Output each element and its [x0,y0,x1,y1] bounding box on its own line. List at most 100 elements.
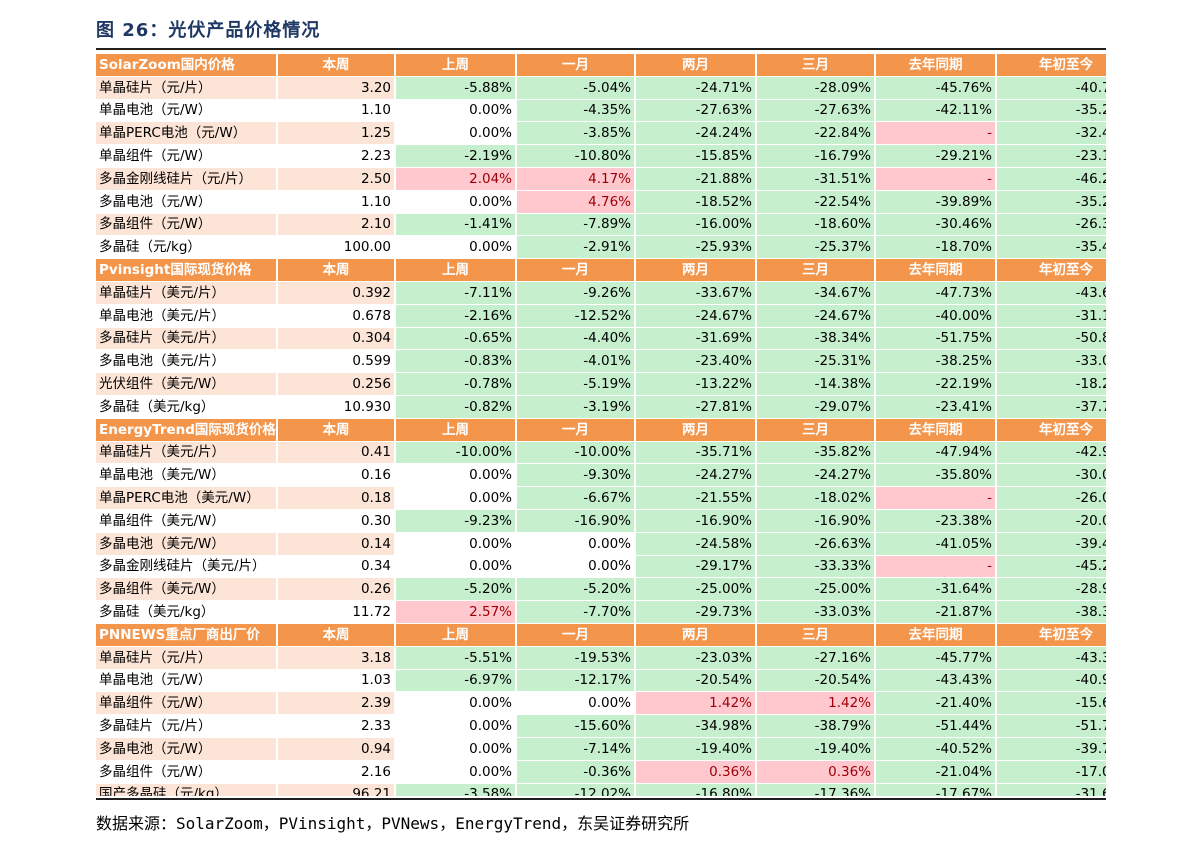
current-price-cell: 0.30 [277,509,396,533]
change-cell: -31.69% [996,783,1106,796]
change-cell: -19.40% [635,737,757,761]
change-cell: -13.22% [635,372,757,396]
change-cell: -12.52% [516,304,636,328]
change-cell: -21.40% [875,691,997,716]
change-cell: -26.32% [996,213,1106,237]
column-header: 本周 [277,54,396,77]
current-price-cell: 2.33 [277,714,396,738]
column-header: 上周 [395,623,517,647]
product-label: 多晶组件（元/W） [96,213,278,237]
change-cell: - [875,121,997,146]
change-cell: -20.54% [635,669,757,693]
column-header: 两月 [635,54,757,77]
change-cell: 0.00% [395,714,517,738]
table-row: 多晶硅（美元/kg） 11.72 2.57% -7.70% -29.73% -33.03%… [96,600,1106,624]
change-cell: -16.90% [635,509,757,533]
figure-title: 图 26：光伏产品价格情况 [96,20,321,41]
change-cell: -7.89% [516,213,636,237]
change-cell: 0.00% [395,555,517,579]
current-price-cell: 2.50 [277,167,396,191]
current-price-cell: 0.392 [277,281,396,305]
change-cell: -27.81% [635,395,757,419]
top-rule [96,48,1106,50]
table-row: 多晶电池（美元/W） 0.14 0.00% 0.00% -24.58% -26.63% -4… [96,532,1106,556]
product-label: 单晶PERC电池（元/W） [96,121,278,146]
change-cell: -29.07% [756,395,876,419]
change-cell: -35.71% [635,441,757,465]
change-cell: 0.00% [395,691,517,716]
table-row: 多晶组件（元/W） 2.16 0.00% -0.36% 0.36% 0.36% -21.04… [96,760,1106,784]
change-cell: -1.41% [395,213,517,237]
table-row: 单晶硅片（美元/片） 0.392 -7.11% -9.26% -33.67% -34.67… [96,281,1106,305]
change-cell: -31.69% [635,327,757,351]
product-label: 单晶电池（美元/片） [96,304,278,328]
column-header: 两月 [635,418,757,442]
section-header-row: EnergyTrend国际现货价格 本周 上周 一月 两月 三月 去年同期 年初至今 [96,418,1106,442]
change-cell: -35.48% [996,235,1106,260]
product-label: 多晶组件（美元/W） [96,577,278,602]
change-cell: -45.77% [875,646,997,670]
change-cell: -25.31% [756,349,876,374]
product-label: 多晶硅（元/kg） [96,235,278,260]
column-header: 上周 [395,54,517,77]
change-cell: -29.21% [875,144,997,168]
change-cell: -18.21% [996,372,1106,396]
change-cell: -0.83% [395,349,517,374]
change-cell: -16.90% [516,509,636,533]
table-row: 单晶硅片（美元/片） 0.41 -10.00% -10.00% -35.71% -35.8… [96,441,1106,465]
change-cell: -51.75% [875,327,997,351]
table-row: 单晶组件（元/W） 2.39 0.00% 0.00% 1.42% 1.42% -21.40%… [96,691,1106,716]
change-cell: -51.44% [875,714,997,738]
change-cell: -33.00% [996,349,1106,374]
change-cell: -4.40% [516,327,636,351]
change-cell: -5.51% [395,646,517,670]
change-cell: -22.84% [756,121,876,146]
change-cell: 0.00% [395,486,517,510]
table-row: 单晶PERC电池（美元/W） 0.18 0.00% -6.67% -21.55% -18.… [96,486,1106,510]
change-cell: -17.36% [756,783,876,796]
change-cell: 0.00% [395,99,517,123]
change-cell: -7.70% [516,600,636,624]
column-header: 一月 [516,418,636,442]
change-cell: -24.67% [635,304,757,328]
column-header: 去年同期 [875,54,997,77]
change-cell: 4.17% [516,167,636,191]
change-cell: -37.79% [996,395,1106,419]
change-cell: -21.87% [875,600,997,624]
change-cell: -20.54% [756,669,876,693]
current-price-cell: 11.72 [277,600,396,624]
source-note: 数据来源：SolarZoom，PVinsight，PVNews，EnergyTr… [96,814,690,833]
table-row: 多晶电池（元/W） 1.10 0.00% 4.76% -18.52% -22.54% -39… [96,190,1106,214]
column-header: 年初至今 [996,258,1106,282]
change-cell: -31.17% [996,304,1106,328]
change-cell: -21.88% [635,167,757,191]
change-cell: 2.04% [395,167,517,191]
change-cell: -0.65% [395,327,517,351]
change-cell: -24.67% [756,304,876,328]
change-cell: -25.93% [635,235,757,260]
change-cell: -27.16% [756,646,876,670]
change-cell: -24.58% [635,532,757,556]
change-cell: 0.00% [395,532,517,556]
current-price-cell: 3.18 [277,646,396,670]
column-header: 三月 [756,623,876,647]
change-cell: -47.94% [875,441,997,465]
change-cell: -40.52% [875,737,997,761]
change-cell: -34.67% [756,281,876,305]
change-cell: - [875,486,997,510]
change-cell: -4.35% [516,99,636,123]
change-cell: -31.64% [875,577,997,602]
product-label: 单晶PERC电池（美元/W） [96,486,278,510]
current-price-cell: 0.34 [277,555,396,579]
change-cell: -39.89% [875,190,997,214]
change-cell: -3.85% [516,121,636,146]
change-cell: -46.24% [996,167,1106,191]
product-label: 多晶硅（美元/kg） [96,600,278,624]
change-cell: -32.43% [996,121,1106,146]
change-cell: -35.82% [756,441,876,465]
current-price-cell: 0.256 [277,372,396,396]
product-label: 单晶电池（元/W） [96,99,278,123]
current-price-cell: 10.930 [277,395,396,419]
table-row: 多晶金刚线硅片（元/片） 2.50 2.04% 4.17% -21.88% -31.51%… [96,167,1106,191]
change-cell: 0.00% [395,121,517,146]
